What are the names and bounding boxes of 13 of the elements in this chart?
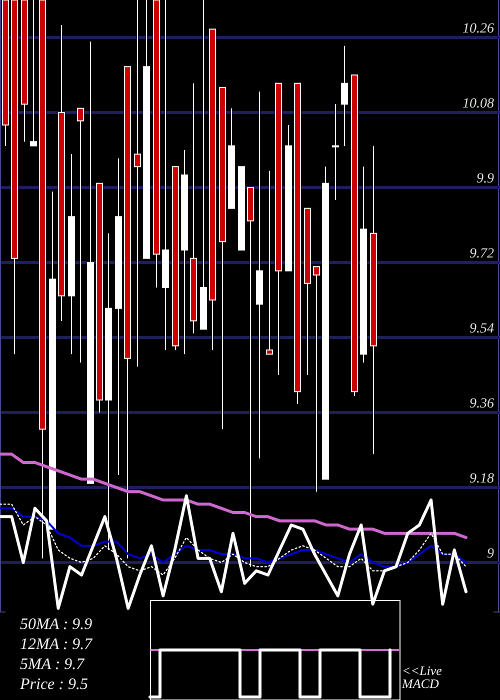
text: <<Live MACD (401, 663, 442, 691)
y-tick-label: 10.08 (462, 96, 494, 112)
y-tick-label: 10.26 (462, 22, 494, 36)
y-tick-label: 9 (487, 546, 494, 562)
y-tick-label: 9.36 (470, 396, 494, 412)
text: Price : 9.5 (19, 676, 88, 693)
text: 12MA : 9.7 (20, 636, 94, 653)
y-tick-label: 9.72 (470, 246, 494, 262)
y-tick-label: 9.54 (470, 322, 494, 336)
text: 50MA : 9.9 (20, 616, 92, 633)
text: 5MA : 9.7 (20, 656, 86, 673)
y-tick-label: 9.9 (476, 172, 494, 186)
y-tick-label: 9.18 (470, 472, 494, 486)
